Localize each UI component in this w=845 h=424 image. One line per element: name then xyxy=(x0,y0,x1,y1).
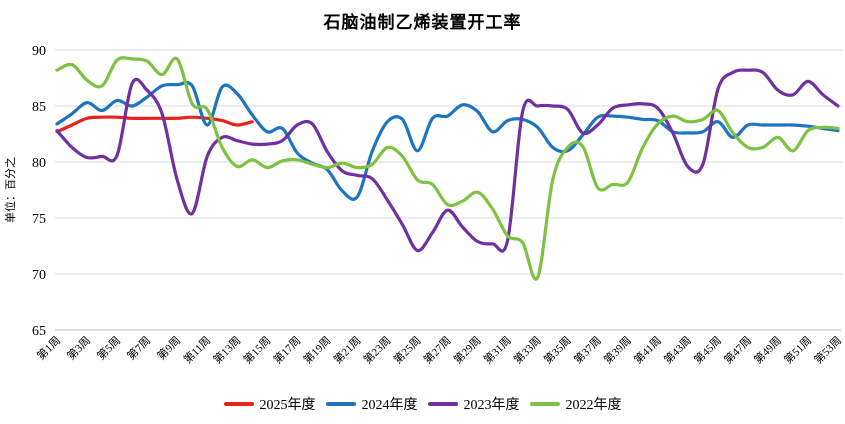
series-line-2025年度 xyxy=(55,115,254,134)
x-tick-label: 第29周 xyxy=(450,333,483,366)
x-tick-label: 第23周 xyxy=(360,333,393,366)
x-tick-label: 第47周 xyxy=(721,333,754,366)
x-tick-label: 第43周 xyxy=(661,333,694,366)
legend-swatch-icon xyxy=(529,402,560,406)
x-tick-label: 第45周 xyxy=(691,333,724,366)
y-tick-label: 90 xyxy=(32,44,46,59)
x-tick-label: 第15周 xyxy=(240,333,273,366)
y-tick-label: 70 xyxy=(32,268,46,283)
chart-title: 石脑油制乙烯装置开工率 xyxy=(323,13,522,32)
y-tick-label: 80 xyxy=(32,156,46,171)
x-tick-label: 第13周 xyxy=(210,333,243,366)
y-tick-label: 65 xyxy=(32,324,46,339)
x-tick-label: 第31周 xyxy=(480,333,513,366)
y-axis-unit-label: 单位：百分之 xyxy=(3,157,17,223)
x-tick-label: 第5周 xyxy=(94,333,123,362)
legend: 2025年度 2024年度 2023年度 2022年度 xyxy=(0,394,845,414)
x-tick-label: 第17周 xyxy=(270,333,303,366)
y-tick-label: 75 xyxy=(32,212,46,227)
x-tick-label: 第19周 xyxy=(300,333,333,366)
x-tick-label: 第37周 xyxy=(571,333,604,366)
legend-swatch-icon xyxy=(223,402,254,406)
x-tick-label: 第11周 xyxy=(180,333,213,366)
x-tick-label: 第53周 xyxy=(811,333,844,366)
x-tick-label: 第3周 xyxy=(64,333,93,362)
y-tick-label: 85 xyxy=(32,100,46,115)
x-tick-label: 第21周 xyxy=(330,333,363,366)
legend-swatch-icon xyxy=(427,402,458,406)
x-tick-label: 第39周 xyxy=(601,333,634,366)
series-line-2023年度 xyxy=(55,68,840,253)
x-tick-label: 第51周 xyxy=(781,333,814,366)
legend-item-2025年度: 2025年度 xyxy=(223,394,316,414)
series-line-2024年度 xyxy=(55,80,840,201)
x-tick-label: 第27周 xyxy=(420,333,453,366)
x-tick-label: 第25周 xyxy=(390,333,423,366)
legend-label: 2025年度 xyxy=(259,398,316,413)
legend-item-2023年度: 2023年度 xyxy=(427,394,520,414)
legend-item-2024年度: 2024年度 xyxy=(325,394,418,414)
x-tick-label: 第35周 xyxy=(541,333,574,366)
legend-item-2022年度: 2022年度 xyxy=(529,394,622,414)
y-axis-tick-labels: 90 85 80 75 70 65 xyxy=(32,44,46,339)
x-tick-label: 第41周 xyxy=(631,333,664,366)
series-lines xyxy=(55,56,840,281)
gridlines xyxy=(55,49,842,331)
legend-label: 2023年度 xyxy=(463,398,520,413)
legend-swatch-icon xyxy=(325,402,356,406)
x-tick-label: 第33周 xyxy=(511,333,544,366)
x-tick-label: 第9周 xyxy=(154,333,183,362)
x-tick-label: 第7周 xyxy=(124,333,153,362)
legend-label: 2024年度 xyxy=(361,398,418,413)
legend-label: 2022年度 xyxy=(565,398,622,413)
x-tick-label: 第49周 xyxy=(751,333,784,366)
x-axis-tick-labels: 第1周 第3周 第5周 第7周 第9周第11周第13周第15周第17周第19周第21周第… xyxy=(34,333,844,366)
series-line-2022年度 xyxy=(55,56,840,281)
